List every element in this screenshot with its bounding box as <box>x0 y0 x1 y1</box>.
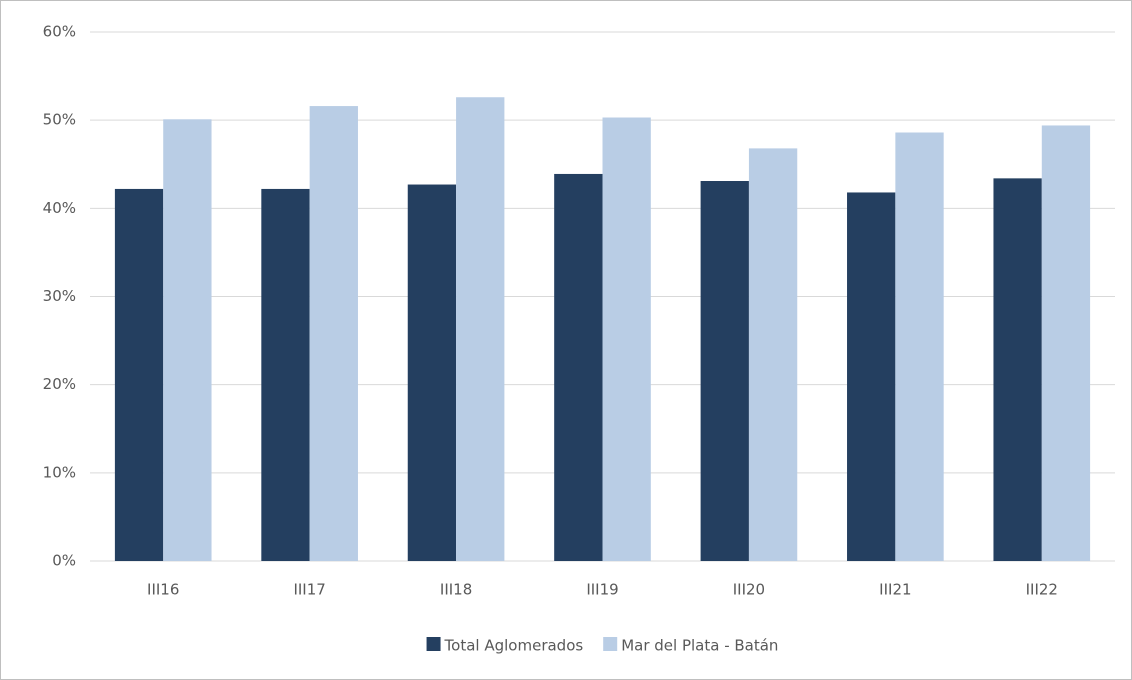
bar <box>748 148 798 561</box>
bar <box>456 97 505 561</box>
x-tick-label: III20 <box>733 581 765 599</box>
y-tick-label: 30% <box>43 287 76 305</box>
bar <box>895 132 944 561</box>
y-tick-label: 60% <box>43 23 76 41</box>
y-tick-label: 0% <box>52 552 76 570</box>
x-tick-label: III19 <box>586 581 618 599</box>
legend-swatch <box>603 637 618 651</box>
x-tick-label: III17 <box>293 581 325 599</box>
x-tick-label: III18 <box>440 581 472 599</box>
bar <box>554 173 603 561</box>
bar <box>261 188 310 562</box>
bar <box>1041 125 1091 561</box>
bar <box>114 188 164 562</box>
legend-swatch <box>426 637 441 651</box>
bar <box>163 119 212 561</box>
bar <box>700 181 749 562</box>
bar <box>407 184 457 562</box>
x-tick-label: III21 <box>879 581 911 599</box>
bar <box>309 106 358 561</box>
x-tick-label: III16 <box>147 581 179 599</box>
y-tick-label: 50% <box>43 111 76 129</box>
x-tick-label: III22 <box>1026 581 1058 599</box>
y-tick-label: 40% <box>43 199 76 217</box>
bar <box>847 192 896 562</box>
legend-label: Mar del Plata - Batán <box>621 637 778 655</box>
y-tick-label: 10% <box>43 463 76 481</box>
y-tick-label: 20% <box>43 375 76 393</box>
bar <box>993 178 1042 561</box>
legend-label: Total Aglomerados <box>444 637 584 655</box>
bar <box>602 117 651 561</box>
